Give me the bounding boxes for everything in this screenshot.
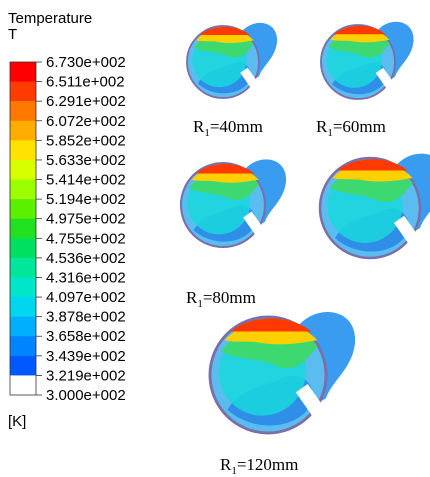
color-band: [10, 356, 36, 376]
legend-unit: [K]: [8, 413, 26, 430]
tick-label: 3.000e+002: [46, 387, 126, 404]
caption-main: R: [186, 288, 198, 307]
color-band: [10, 140, 36, 160]
color-band: [10, 238, 36, 258]
color-band: [10, 180, 36, 200]
caption: R1=80mm: [186, 288, 256, 310]
color-band: [10, 375, 36, 395]
caption-main: R: [193, 117, 205, 136]
hottest-zone: [334, 26, 386, 34]
legend-title: Temperature: [8, 10, 92, 27]
caption-rest: =80mm: [203, 288, 256, 307]
color-band: [10, 62, 36, 82]
tick-label: 3.439e+002: [46, 348, 126, 365]
color-band: [10, 121, 36, 141]
tick-label: 6.072e+002: [46, 113, 126, 130]
caption: R1=60mm: [316, 117, 386, 139]
color-band: [10, 297, 36, 317]
hottest-zone: [338, 159, 408, 170]
caption-rest: =40mm: [210, 117, 263, 136]
contour-plot: [210, 312, 355, 433]
tick-label: 3.219e+002: [46, 367, 126, 384]
caption-rest: =120mm: [237, 455, 299, 474]
color-band: [10, 101, 36, 121]
caption: R1=40mm: [193, 117, 263, 139]
contour-plot: [320, 154, 430, 258]
figure: Temperature T [K] 6.730e+0026.511e+0026.…: [0, 0, 430, 477]
color-band: [10, 317, 36, 337]
tick-label: 5.633e+002: [46, 152, 126, 169]
tick-label: 4.536e+002: [46, 250, 126, 267]
contour-plot: [181, 159, 286, 247]
color-band: [10, 199, 36, 219]
hottest-zone: [196, 164, 255, 173]
contour-plot: [321, 22, 414, 99]
tick-label: 5.852e+002: [46, 132, 126, 149]
tick-label: 4.975e+002: [46, 211, 126, 228]
colorbar: 6.730e+002 6.511e+002 6.291e+002 6.072e+002…: [10, 54, 126, 404]
caption-main: R: [316, 117, 328, 136]
tick-label: 6.291e+002: [46, 93, 126, 110]
caption: R1=120mm: [220, 455, 298, 477]
tick-label: 5.414e+002: [46, 172, 126, 189]
tick-label: 6.730e+002: [46, 54, 126, 71]
panels: R1=40mm R1=60mm R1=80mm R1=120mm: [181, 22, 430, 477]
tick-label: 4.097e+002: [46, 289, 126, 306]
tick-label: 3.878e+002: [46, 309, 126, 326]
contour-plot: [187, 23, 277, 98]
hottest-zone: [230, 318, 311, 331]
hottest-zone: [200, 27, 250, 35]
tick-label: 6.511e+002: [46, 74, 125, 91]
color-band: [10, 160, 36, 180]
color-band: [10, 82, 36, 102]
legend-symbol: T: [8, 26, 17, 43]
color-band: [10, 258, 36, 278]
tick-label: 4.316e+002: [46, 269, 126, 286]
caption-main: R: [220, 455, 232, 474]
color-band: [10, 219, 36, 239]
color-band: [10, 277, 36, 297]
caption-rest: =60mm: [333, 117, 386, 136]
color-band: [10, 336, 36, 356]
tick-label: 3.658e+002: [46, 328, 126, 345]
tick-label: 4.755e+002: [46, 230, 126, 247]
tick-label: 5.194e+002: [46, 191, 126, 208]
